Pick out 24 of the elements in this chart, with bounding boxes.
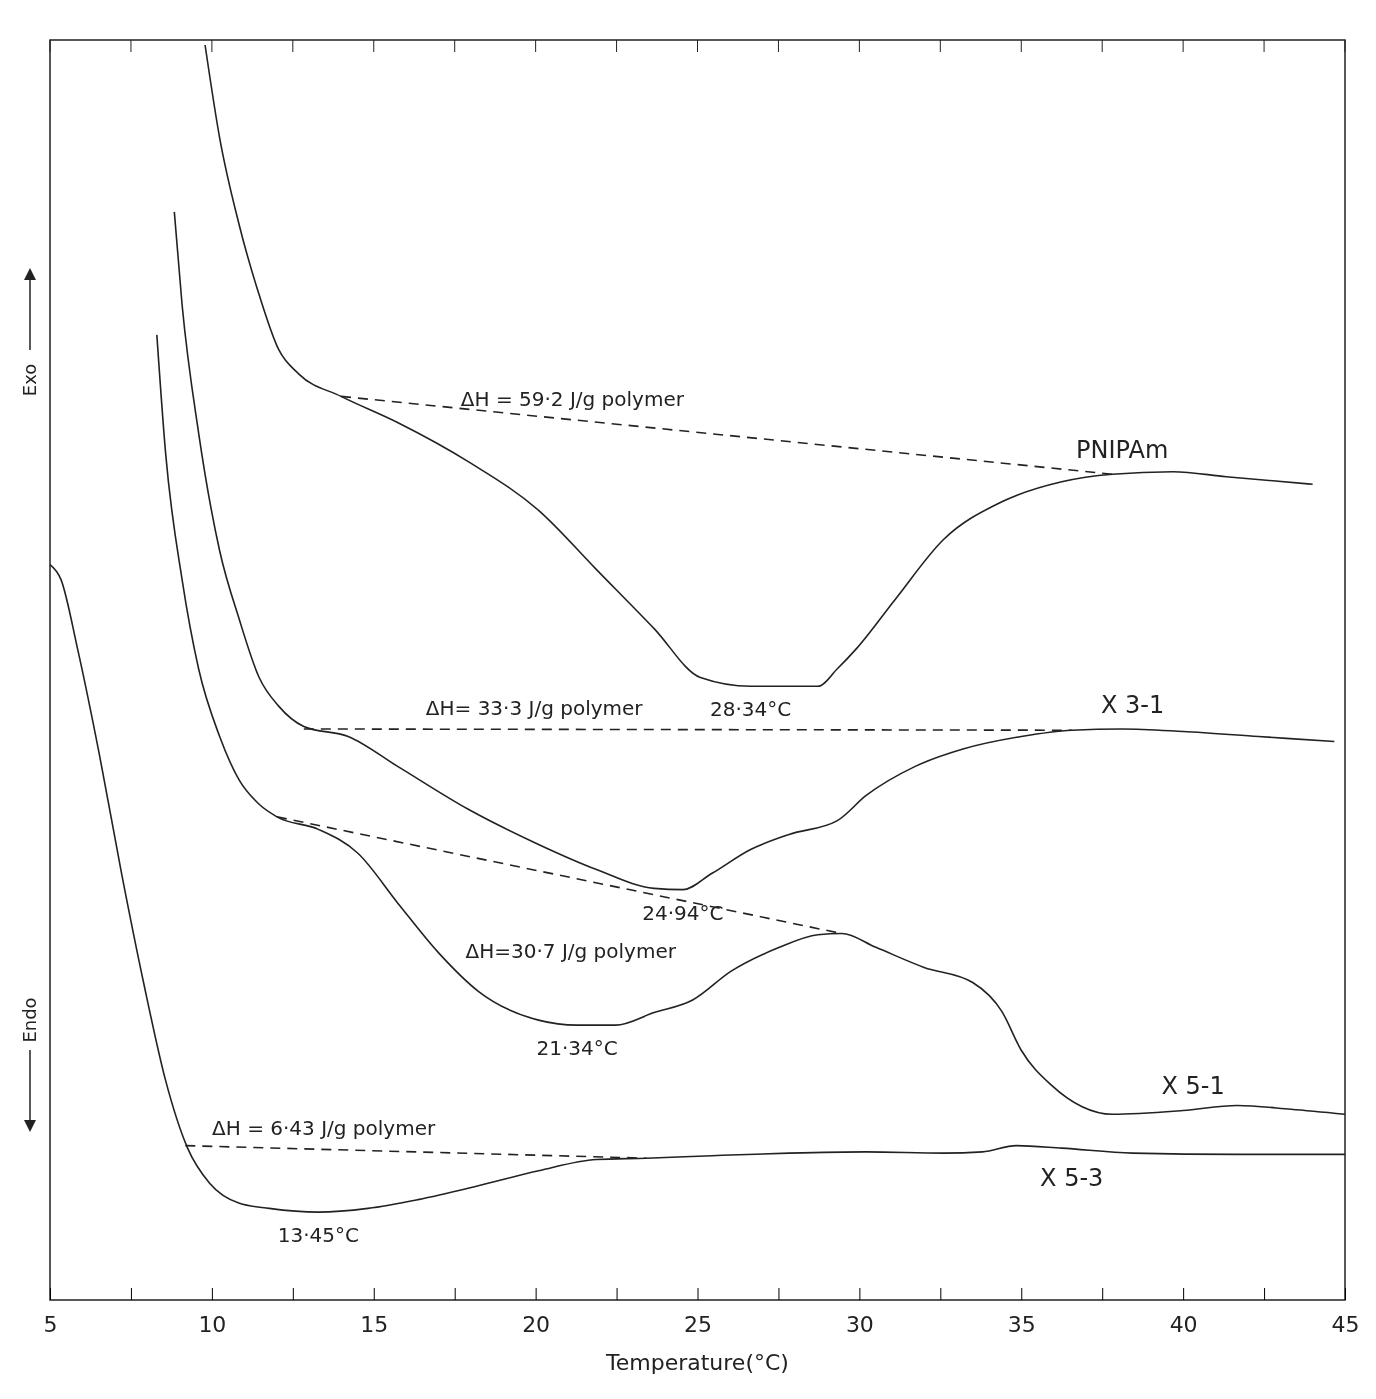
- x-tick-label: 25: [684, 1311, 712, 1337]
- annotation: 24·94°C: [642, 900, 724, 925]
- annotation: 21·34°C: [536, 1036, 618, 1061]
- x-tick-label: 40: [1169, 1311, 1198, 1337]
- annotation: ΔH = 59·2 J/g polymer: [460, 386, 685, 411]
- x-tick-label: 45: [1331, 1311, 1360, 1337]
- annotation: 13·45°C: [277, 1223, 360, 1248]
- x-tick-label: 35: [1007, 1311, 1036, 1337]
- series-label: X 3-1: [1100, 690, 1165, 719]
- text: Endo: [19, 997, 40, 1043]
- x-tick-label: 10: [198, 1311, 227, 1337]
- x-tick-label: 30: [845, 1311, 874, 1337]
- x-tick-label: 15: [360, 1311, 389, 1337]
- annotation: 28·34°C: [709, 697, 792, 722]
- text: Exo: [19, 363, 40, 397]
- series-label: PNIPAm: [1076, 436, 1169, 465]
- annotation: ΔH = 6·43 J/g polymer: [212, 1116, 436, 1141]
- x-tick-label: 20: [522, 1311, 551, 1337]
- annotation: ΔH=30·7 J/g polymer: [465, 938, 677, 963]
- x-axis-title: Temperature(°C): [605, 1350, 789, 1375]
- series-label: X 5-3: [1040, 1164, 1104, 1193]
- x-tick-label: 5: [43, 1311, 58, 1337]
- annotation: ΔH= 33·3 J/g polymer: [425, 696, 644, 721]
- series-label: X 5-1: [1161, 1072, 1225, 1101]
